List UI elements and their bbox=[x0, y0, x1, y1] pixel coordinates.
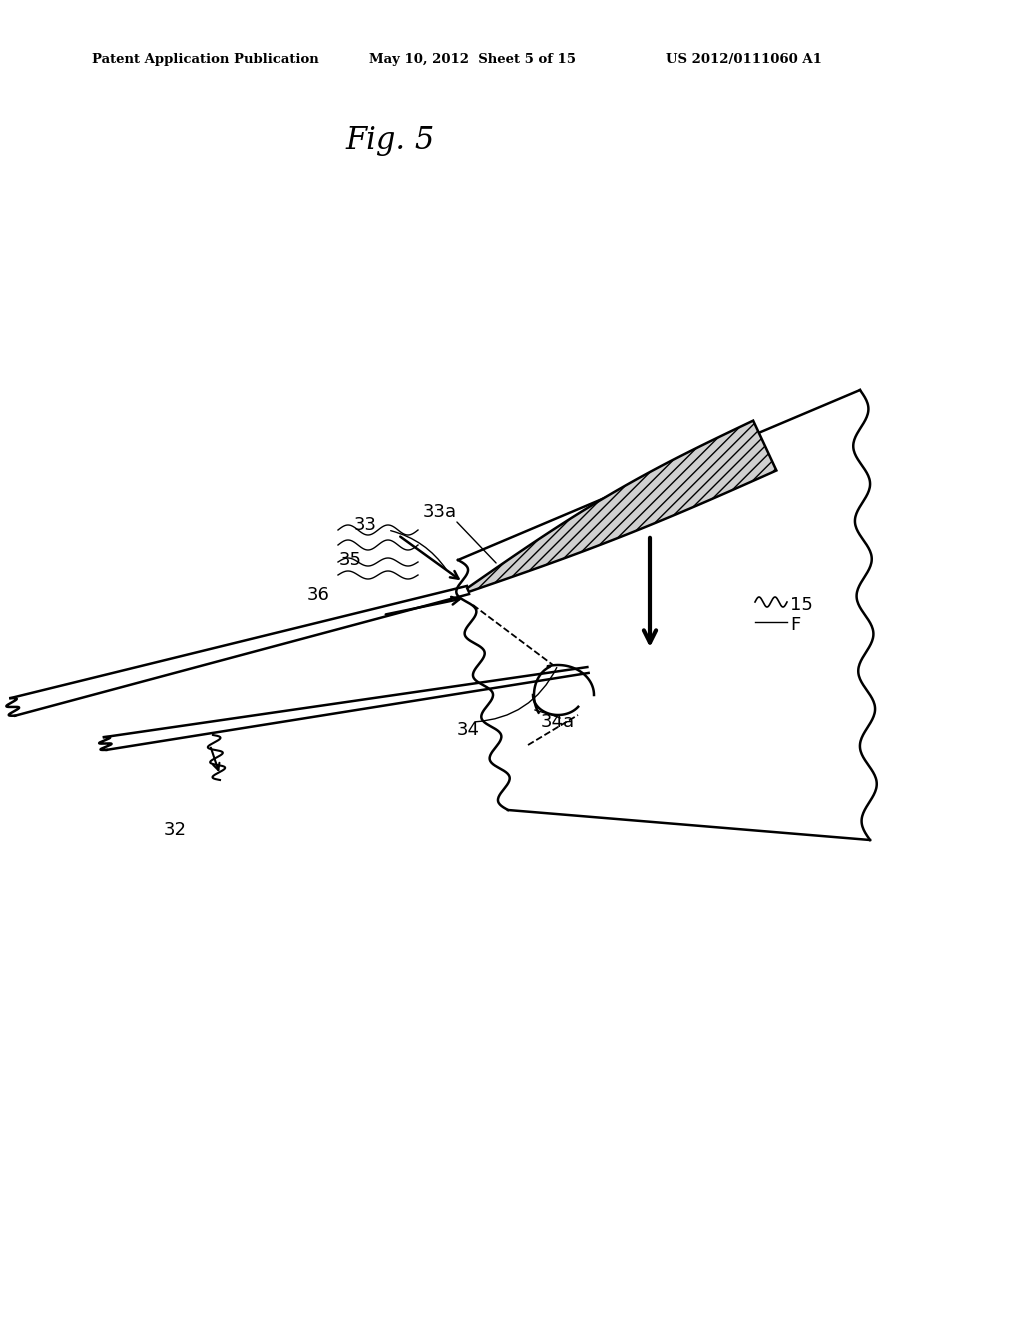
Text: 32: 32 bbox=[164, 821, 186, 840]
Polygon shape bbox=[467, 421, 776, 591]
Text: 34a: 34a bbox=[541, 713, 575, 731]
Text: May 10, 2012  Sheet 5 of 15: May 10, 2012 Sheet 5 of 15 bbox=[369, 53, 575, 66]
Text: Fig. 5: Fig. 5 bbox=[345, 124, 434, 156]
Text: 33: 33 bbox=[353, 516, 377, 535]
Text: Patent Application Publication: Patent Application Publication bbox=[92, 53, 318, 66]
Text: 36: 36 bbox=[307, 586, 330, 605]
Text: US 2012/0111060 A1: US 2012/0111060 A1 bbox=[666, 53, 821, 66]
Text: 15: 15 bbox=[790, 597, 813, 614]
Text: F: F bbox=[790, 616, 800, 634]
Text: 35: 35 bbox=[339, 550, 361, 569]
Text: 34: 34 bbox=[457, 721, 479, 739]
Text: 33a: 33a bbox=[423, 503, 457, 521]
